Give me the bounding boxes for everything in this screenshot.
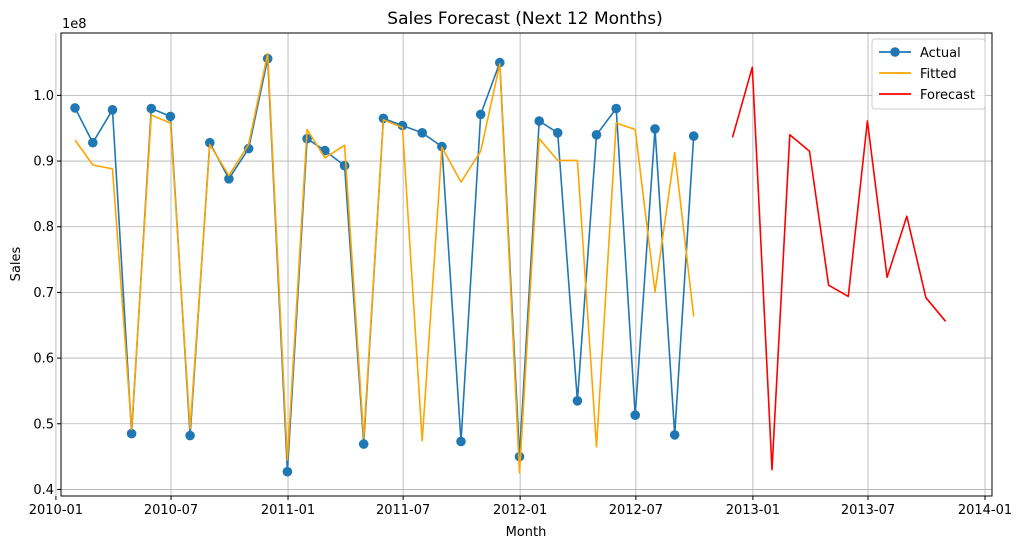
series-lines bbox=[70, 52, 947, 477]
x-tick-label: 2012-07 bbox=[609, 503, 663, 518]
actual-data-point bbox=[630, 410, 640, 421]
legend-box bbox=[871, 38, 986, 110]
x-tick-label: 2013-01 bbox=[726, 503, 780, 518]
actual-data-point bbox=[88, 137, 98, 148]
y-tick-label: 0.9 bbox=[33, 155, 54, 170]
actual-data-point bbox=[205, 137, 215, 148]
x-tick-label: 2010-07 bbox=[144, 503, 198, 518]
actual-legend-label: Actual bbox=[920, 46, 961, 61]
x-tick-label: 2010-01 bbox=[29, 503, 83, 518]
actual-data-point bbox=[456, 436, 466, 447]
actual-data-point bbox=[243, 143, 254, 154]
axis-ticks: 0.4 0.5 0.6 0.7 0.8 0.9 1.0 2010-01 2010-07 2011-… bbox=[29, 89, 1012, 518]
actual-data-point bbox=[397, 120, 408, 131]
actual-data-point bbox=[572, 396, 583, 406]
x-tick-label: 2014-01 bbox=[958, 503, 1012, 518]
actual-data-point bbox=[224, 174, 234, 184]
forecast-legend-label: Forecast bbox=[920, 88, 975, 103]
actual-data-point bbox=[591, 130, 602, 140]
actual-data-point bbox=[669, 430, 680, 440]
actual-legend-marker bbox=[890, 47, 900, 57]
actual-data-point bbox=[107, 105, 118, 115]
fitted-legend-label: Fitted bbox=[920, 67, 957, 82]
actual-data-point bbox=[165, 111, 176, 122]
actual-data-point bbox=[475, 109, 486, 120]
y-tick-label: 0.6 bbox=[33, 352, 54, 367]
y-tick-label: 1.0 bbox=[33, 89, 54, 104]
actual-data-point bbox=[495, 57, 505, 68]
plot-area-frame bbox=[60, 32, 993, 497]
actual-data-point bbox=[339, 160, 350, 171]
actual-data-point bbox=[185, 430, 195, 441]
actual-data-point bbox=[650, 124, 660, 134]
chart-title: Sales Forecast (Next 12 Months) bbox=[387, 9, 662, 29]
fitted-series-line bbox=[74, 52, 695, 474]
y-tick-label: 0.7 bbox=[33, 286, 54, 301]
y-tick-label: 0.8 bbox=[33, 220, 54, 235]
actual-data-point bbox=[358, 439, 369, 449]
actual-data-point bbox=[70, 103, 80, 113]
actual-data-point bbox=[552, 128, 563, 138]
x-tick-label: 2012-01 bbox=[493, 503, 547, 518]
x-axis-label: Month bbox=[506, 525, 547, 540]
actual-data-point bbox=[417, 128, 428, 138]
y-tick-label: 0.5 bbox=[33, 417, 54, 432]
y-axis-label: Sales bbox=[9, 246, 24, 281]
actual-data-point bbox=[282, 466, 293, 477]
forecast-series-line bbox=[731, 66, 947, 471]
actual-data-point bbox=[126, 428, 137, 439]
actual-data-point bbox=[688, 131, 699, 141]
y-tick-label: 0.4 bbox=[33, 483, 54, 498]
actual-data-point bbox=[146, 103, 157, 114]
x-tick-label: 2011-07 bbox=[376, 503, 430, 518]
x-tick-label: 2011-01 bbox=[261, 503, 315, 518]
x-tick-label: 2013-07 bbox=[841, 503, 895, 518]
actual-data-point bbox=[534, 116, 544, 126]
actual-data-point bbox=[611, 103, 621, 114]
legend: Actual Fitted Forecast bbox=[871, 38, 986, 110]
y-offset-label: 1e8 bbox=[62, 17, 87, 32]
